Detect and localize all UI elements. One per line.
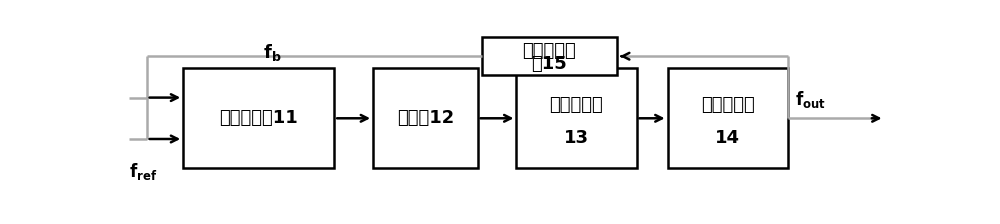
Bar [183, 68, 334, 168]
Bar [482, 37, 617, 75]
Text: 电荷泵12: 电荷泵12 [397, 109, 454, 127]
Text: 环路滤波器: 环路滤波器 [550, 96, 603, 114]
Bar [516, 68, 637, 168]
Text: 鉴频鉴相器11: 鉴频鉴相器11 [219, 109, 298, 127]
Text: 压控振荡器: 压控振荡器 [701, 96, 754, 114]
Text: 器15: 器15 [531, 55, 567, 73]
Text: $\mathbf{f}_{\mathbf{ref}}$: $\mathbf{f}_{\mathbf{ref}}$ [129, 161, 157, 182]
Bar [668, 68, 788, 168]
Text: 13: 13 [564, 129, 589, 147]
Text: 14: 14 [715, 129, 740, 147]
Text: $\mathbf{f}_{\mathbf{out}}$: $\mathbf{f}_{\mathbf{out}}$ [795, 89, 826, 110]
Bar [373, 68, 478, 168]
Text: $\mathbf{f}_{\mathbf{b}}$: $\mathbf{f}_{\mathbf{b}}$ [263, 42, 281, 63]
Text: 可编程分频: 可编程分频 [522, 42, 576, 60]
